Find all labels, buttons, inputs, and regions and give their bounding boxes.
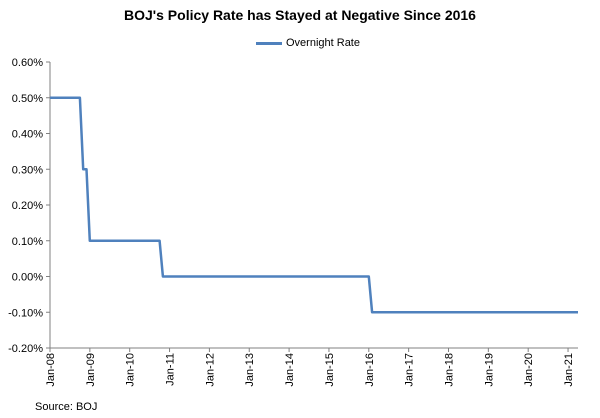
legend-swatch (256, 41, 282, 45)
y-tick-label: 0.00% (12, 272, 43, 284)
y-tick-label: 0.60% (12, 57, 43, 69)
x-tick-label: Jan-13 (244, 353, 256, 387)
legend-label: Overnight Rate (286, 37, 360, 49)
y-tick-label: 0.40% (12, 129, 43, 141)
y-tick-label: -0.20% (8, 343, 43, 355)
y-tick-label: 0.10% (12, 236, 43, 248)
x-tick-label: Jan-10 (125, 353, 137, 387)
chart-legend: Overnight Rate (256, 37, 360, 49)
x-tick-label: Jan-19 (483, 353, 495, 387)
source-note: Source: BOJ (35, 401, 98, 413)
y-tick-label: 0.20% (12, 200, 43, 212)
y-tick-label: 0.50% (12, 93, 43, 105)
x-tick-label: Jan-12 (204, 353, 216, 387)
x-tick-label: Jan-08 (45, 353, 57, 387)
x-tick-label: Jan-15 (324, 353, 336, 387)
x-tick-label: Jan-21 (563, 353, 575, 387)
x-tick-label: Jan-11 (165, 353, 177, 386)
y-tick-label: 0.30% (12, 164, 43, 176)
x-tick-label: Jan-14 (284, 353, 296, 387)
x-tick-label: Jan-09 (85, 353, 97, 387)
x-tick-label: Jan-20 (523, 353, 535, 387)
x-tick-label: Jan-16 (364, 353, 376, 387)
x-tick-label: Jan-17 (404, 353, 416, 387)
y-tick-label: -0.10% (8, 307, 43, 319)
chart-title: BOJ's Policy Rate has Stayed at Negative… (124, 7, 476, 23)
x-tick-label: Jan-18 (443, 353, 455, 387)
series-line-overnight-rate (50, 96, 578, 314)
